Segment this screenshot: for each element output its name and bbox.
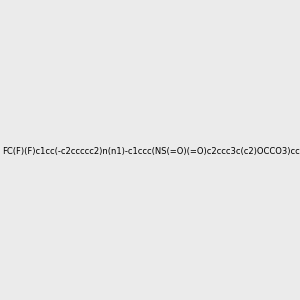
Text: FC(F)(F)c1cc(-c2ccccc2)n(n1)-c1ccc(NS(=O)(=O)c2ccc3c(c2)OCCO3)cc1: FC(F)(F)c1cc(-c2ccccc2)n(n1)-c1ccc(NS(=O… bbox=[2, 147, 300, 156]
